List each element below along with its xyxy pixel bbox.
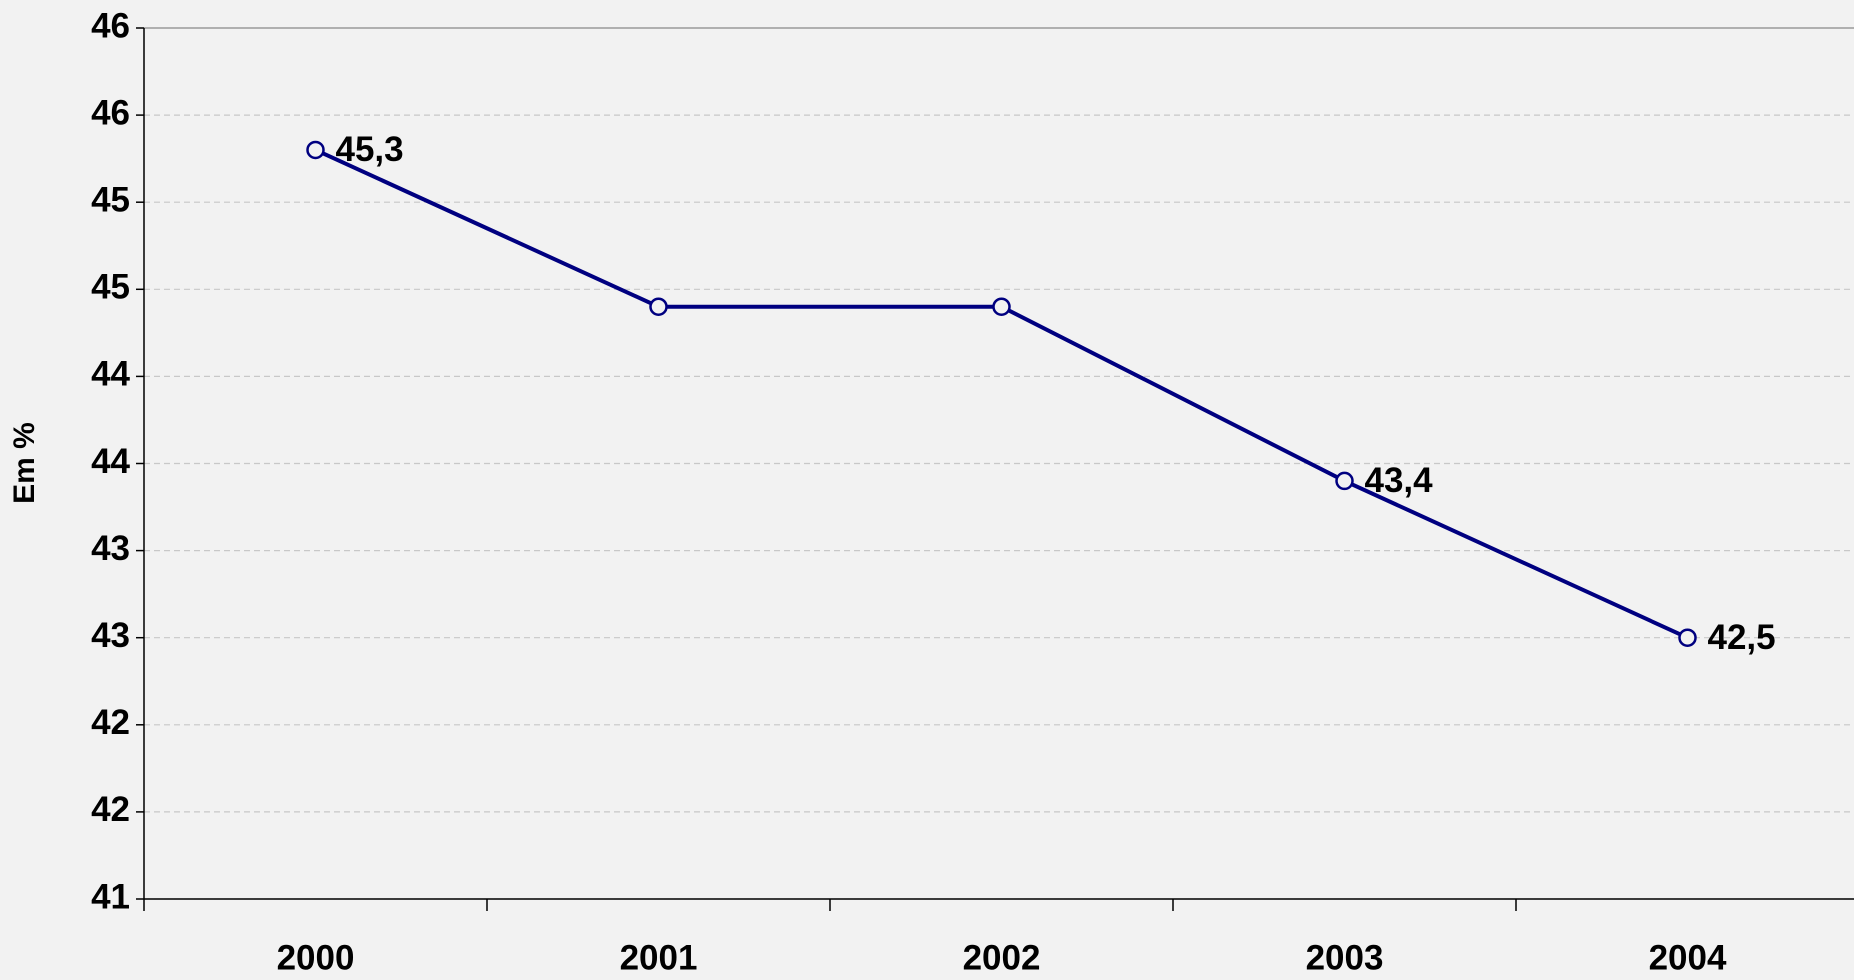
data-label: 43,4 bbox=[1365, 461, 1434, 500]
point bbox=[992, 297, 1011, 316]
point bbox=[306, 140, 325, 160]
point bbox=[1335, 471, 1354, 491]
x-tick-label: 2004 bbox=[1649, 938, 1727, 977]
y-tick-label: 42 bbox=[91, 790, 130, 829]
data-label: 45,3 bbox=[336, 130, 404, 169]
x-tick-label: 2003 bbox=[1306, 938, 1384, 977]
x-tick-label: 2002 bbox=[963, 938, 1041, 977]
x-tick-label: 2001 bbox=[620, 938, 698, 977]
y-tick-label: 42 bbox=[91, 703, 130, 742]
y-tick-label: 41 bbox=[91, 877, 130, 916]
data-label: 42,5 bbox=[1708, 618, 1776, 657]
y-tick-label: 43 bbox=[91, 616, 130, 655]
y-tick-label: 46 bbox=[91, 93, 130, 132]
point bbox=[649, 297, 668, 316]
y-tick-label: 44 bbox=[91, 355, 130, 394]
x-tick-label: 2000 bbox=[277, 938, 355, 977]
y-tick-label: 46 bbox=[91, 6, 130, 45]
y-tick-label: 43 bbox=[91, 529, 130, 568]
y-axis-title: Em % bbox=[8, 422, 41, 504]
point bbox=[1678, 628, 1697, 647]
y-tick-label: 45 bbox=[91, 180, 130, 219]
y-tick-label: 45 bbox=[91, 268, 130, 307]
y-tick-label: 44 bbox=[91, 442, 130, 481]
